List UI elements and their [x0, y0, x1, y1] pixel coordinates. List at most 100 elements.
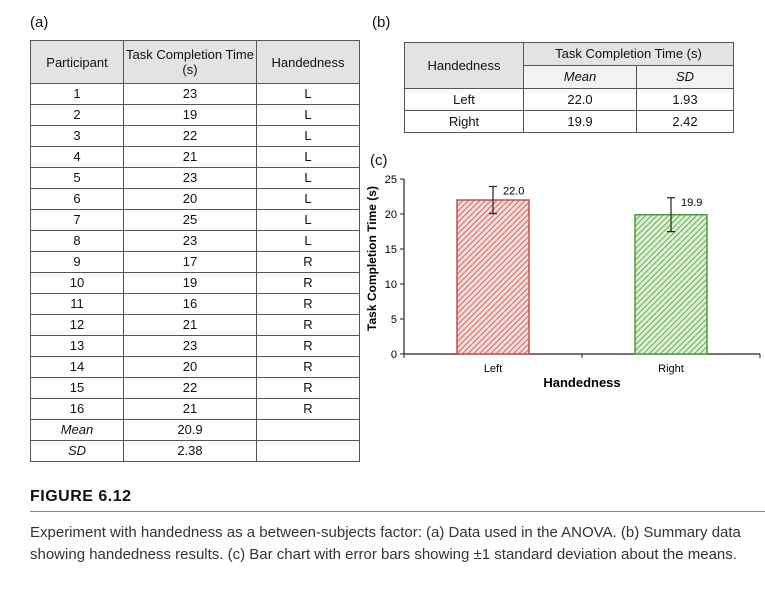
table-cell: 1.93: [636, 88, 734, 111]
bar-right: [634, 213, 708, 355]
table-cell: L: [256, 209, 360, 231]
table-cell: 22: [123, 377, 257, 399]
table-cell: R: [256, 272, 360, 294]
table-cell: L: [256, 104, 360, 126]
table-cell: 20: [123, 188, 257, 210]
column-header-task-time: Task Completion Time (s): [523, 42, 734, 66]
table-cell: 16: [123, 293, 257, 315]
column-header-handedness: Handedness: [404, 42, 524, 89]
x-tick-label: Left: [484, 363, 502, 375]
column-header-task-time: Task Completion Time (s): [123, 40, 257, 84]
table-row: 12 21 R: [30, 314, 360, 336]
table-cell: L: [256, 188, 360, 210]
x-axis-title: Handedness: [543, 375, 620, 390]
table-cell: 11: [30, 293, 124, 315]
table-cell: 17: [123, 251, 257, 273]
table-cell: 21: [123, 398, 257, 420]
bar-chart: 0 5 10 15 20 25 22.0 Left 19.9 Right Handedness Tas…: [365, 174, 761, 390]
x-tick-label: Right: [658, 363, 684, 375]
summary-table: Handedness Task Completion Time (s) Mean…: [404, 42, 734, 133]
table-cell: 6: [30, 188, 124, 210]
table-cell: [256, 440, 360, 462]
table-cell: 14: [30, 356, 124, 378]
table-cell: 2.38: [123, 440, 257, 462]
table-cell: 4: [30, 146, 124, 168]
table-cell: 5: [30, 167, 124, 189]
table-cell: 23: [123, 230, 257, 252]
table-row: 2 19 L: [30, 104, 360, 126]
table-row: Right 19.9 2.42: [404, 110, 734, 133]
column-header-mean: Mean: [523, 65, 637, 89]
table-cell: R: [256, 356, 360, 378]
table-cell: R: [256, 335, 360, 357]
table-cell: 21: [123, 146, 257, 168]
table-cell: Right: [404, 110, 524, 133]
table-row: Left 22.0 1.93: [404, 88, 734, 111]
table-cell: Left: [404, 88, 524, 111]
y-axis-title: Task Completion Time (s): [365, 186, 379, 331]
table-cell: 19: [123, 272, 257, 294]
table-cell: L: [256, 125, 360, 147]
table-cell: 22.0: [523, 88, 637, 111]
data-label: 22.0: [503, 185, 524, 197]
table-cell: 2.42: [636, 110, 734, 133]
bar-left: [456, 199, 530, 355]
table-cell: 23: [123, 83, 257, 105]
table-cell: 20.9: [123, 419, 257, 441]
column-header-handedness: Handedness: [256, 40, 360, 84]
table-cell: 16: [30, 398, 124, 420]
table-row: 8 23 L: [30, 230, 360, 252]
y-tick-label: 20: [385, 209, 397, 221]
table-row: 9 17 R: [30, 251, 360, 273]
table-row: 14 20 R: [30, 356, 360, 378]
table-cell: 15: [30, 377, 124, 399]
y-tick-label: 10: [385, 279, 397, 291]
table-cell: 25: [123, 209, 257, 231]
y-tick-label: 25: [385, 174, 397, 186]
panel-label-b: (b): [372, 14, 391, 31]
table-cell: [256, 419, 360, 441]
data-label: 19.9: [681, 197, 702, 209]
y-tick-label: 5: [391, 314, 397, 326]
table-row: 15 22 R: [30, 377, 360, 399]
table-row: 5 23 L: [30, 167, 360, 189]
table-cell: 22: [123, 125, 257, 147]
panel-label-a: (a): [30, 14, 49, 31]
table-row: Mean 20.9: [30, 419, 360, 441]
table-row: 13 23 R: [30, 335, 360, 357]
table-row: 3 22 L: [30, 125, 360, 147]
table-cell: L: [256, 146, 360, 168]
table-cell: 23: [123, 167, 257, 189]
figure-caption: Experiment with handedness as a between-…: [30, 524, 741, 563]
table-cell: 8: [30, 230, 124, 252]
table-cell: L: [256, 167, 360, 189]
table-cell: L: [256, 83, 360, 105]
table-cell: 21: [123, 314, 257, 336]
column-header-participant: Participant: [30, 40, 124, 84]
table-row: 10 19 R: [30, 272, 360, 294]
table-row: 4 21 L: [30, 146, 360, 168]
table-cell: 20: [123, 356, 257, 378]
y-tick-label: 0: [391, 349, 397, 361]
panel-label-c: (c): [370, 152, 388, 169]
table-cell: 23: [123, 335, 257, 357]
table-cell: 10: [30, 272, 124, 294]
table-row: SD 2.38: [30, 440, 360, 462]
table-cell: 12: [30, 314, 124, 336]
table-cell: 3: [30, 125, 124, 147]
figure-label: FIGURE 6.12: [30, 488, 132, 505]
table-cell: R: [256, 251, 360, 273]
table-cell: 19.9: [523, 110, 637, 133]
table-row: 6 20 L: [30, 188, 360, 210]
table-cell: L: [256, 230, 360, 252]
table-cell: 1: [30, 83, 124, 105]
table-cell: R: [256, 314, 360, 336]
table-cell: 7: [30, 209, 124, 231]
table-cell: R: [256, 293, 360, 315]
table-cell: 13: [30, 335, 124, 357]
table-cell: 9: [30, 251, 124, 273]
table-cell: R: [256, 377, 360, 399]
y-tick-label: 15: [385, 244, 397, 256]
table-row: 11 16 R: [30, 293, 360, 315]
table-row: 1 23 L: [30, 83, 360, 105]
